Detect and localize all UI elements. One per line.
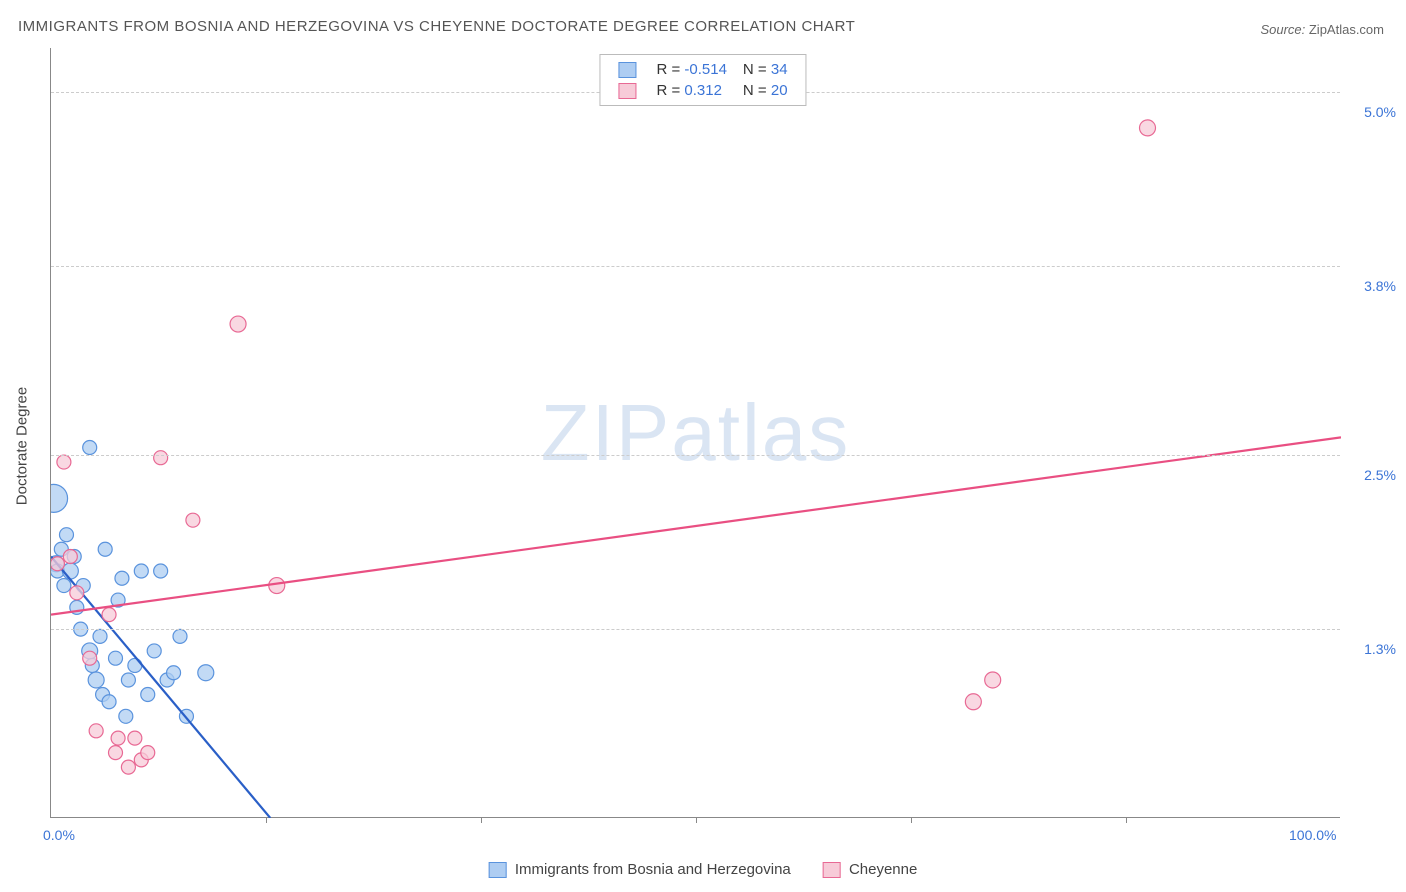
ytick-label: 5.0% [1346, 104, 1396, 120]
data-point [51, 557, 64, 571]
data-point [51, 484, 68, 512]
ytick-label: 3.8% [1346, 278, 1396, 294]
data-point [98, 542, 112, 556]
legend-item: Immigrants from Bosnia and Herzegovina [489, 861, 791, 878]
scatter-svg [51, 48, 1341, 818]
data-point [93, 629, 107, 643]
data-point [63, 549, 77, 563]
legend-item: Cheyenne [823, 861, 918, 878]
xtick-label: 100.0% [1289, 827, 1336, 843]
xtick-minor [481, 817, 482, 823]
ytick-label: 1.3% [1346, 641, 1396, 657]
data-point [186, 513, 200, 527]
data-point [141, 688, 155, 702]
data-point [154, 564, 168, 578]
gridline-h [51, 629, 1340, 630]
chart-title: IMMIGRANTS FROM BOSNIA AND HERZEGOVINA V… [18, 18, 855, 35]
data-point [57, 579, 71, 593]
legend-correlation: R = -0.514N = 34R = 0.312N = 20 [599, 54, 806, 106]
trend-line [51, 556, 270, 818]
legend-table: R = -0.514N = 34R = 0.312N = 20 [610, 59, 795, 101]
data-point [111, 731, 125, 745]
data-point [70, 586, 84, 600]
data-point [1140, 120, 1156, 136]
data-point [134, 564, 148, 578]
data-point [102, 608, 116, 622]
source-name: ZipAtlas.com [1309, 22, 1384, 37]
xtick-minor [696, 817, 697, 823]
data-point [173, 629, 187, 643]
data-point [121, 673, 135, 687]
data-point [109, 746, 123, 760]
legend-row: R = 0.312N = 20 [610, 80, 795, 101]
data-point [198, 665, 214, 681]
data-point [109, 651, 123, 665]
data-point [121, 760, 135, 774]
data-point [141, 746, 155, 760]
y-axis-label: Doctorate Degree [14, 387, 31, 505]
data-point [154, 451, 168, 465]
plot-area: ZIPatlas 1.3%2.5%3.8%5.0%0.0%100.0% [50, 48, 1340, 818]
data-point [965, 694, 981, 710]
xtick-label: 0.0% [43, 827, 75, 843]
data-point [147, 644, 161, 658]
xtick-minor [266, 817, 267, 823]
source-prefix: Source: [1260, 22, 1308, 37]
data-point [102, 695, 116, 709]
data-point [230, 316, 246, 332]
data-point [83, 441, 97, 455]
trend-line [51, 437, 1341, 614]
xtick-minor [1126, 817, 1127, 823]
gridline-h [51, 455, 1340, 456]
data-point [115, 571, 129, 585]
xtick-minor [911, 817, 912, 823]
data-point [59, 528, 73, 542]
data-point [128, 658, 142, 672]
data-point [57, 455, 71, 469]
legend-series: Immigrants from Bosnia and Herzegovina C… [473, 861, 934, 878]
ytick-label: 2.5% [1346, 467, 1396, 483]
data-point [167, 666, 181, 680]
source-attribution: Source: ZipAtlas.com [1260, 22, 1384, 37]
gridline-h [51, 266, 1340, 267]
data-point [128, 731, 142, 745]
data-point [89, 724, 103, 738]
data-point [269, 578, 285, 594]
data-point [119, 709, 133, 723]
data-point [83, 651, 97, 665]
data-point [88, 672, 104, 688]
legend-row: R = -0.514N = 34 [610, 59, 795, 80]
data-point [985, 672, 1001, 688]
